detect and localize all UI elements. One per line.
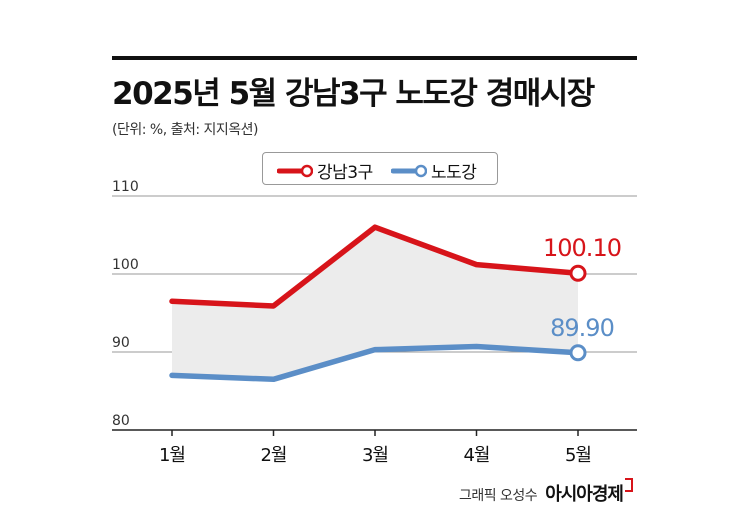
end-point-marker [569,344,587,362]
brand-logo: 아시아경제 [545,484,624,505]
legend-marker-gangnam [277,164,313,177]
chart-title: 2025년 5월 강남3구 노도강 경매시장 [112,76,595,112]
y-tick-label: 100 [112,257,139,273]
legend-label-gangnam: 강남3구 [317,163,373,183]
x-tick-label: 5월 [565,445,591,466]
chart-subtitle: (단위: %, 출처: 지지옥션) [112,122,259,138]
graphic-credit: 그래픽 오성수 [458,488,538,504]
y-tick-label: 80 [112,413,130,429]
series-line-0 [169,224,581,309]
series-line-1 [169,343,581,383]
title-rule [112,56,637,60]
x-tick-label: 4월 [463,445,489,466]
legend-marker-nodogang [391,164,427,177]
x-tick-label: 1월 [159,445,185,466]
brand-mark-icon [625,478,633,492]
credit: 그래픽 오성수 아시아경제 [458,478,633,506]
end-value-label: 100.10 [543,234,621,262]
legend-label-nodogang: 노도강 [431,163,477,183]
y-tick-label: 110 [112,179,139,195]
x-tick-label: 3월 [362,445,388,466]
y-tick-label: 90 [112,335,130,351]
x-tick-label: 2월 [260,445,286,466]
legend: 강남3구 노도강 [262,152,498,185]
legend-item-gangnam: 강남3구 [277,158,373,183]
end-point-marker [569,264,587,282]
end-value-label: 89.90 [550,314,614,342]
legend-item-nodogang: 노도강 [391,158,477,183]
